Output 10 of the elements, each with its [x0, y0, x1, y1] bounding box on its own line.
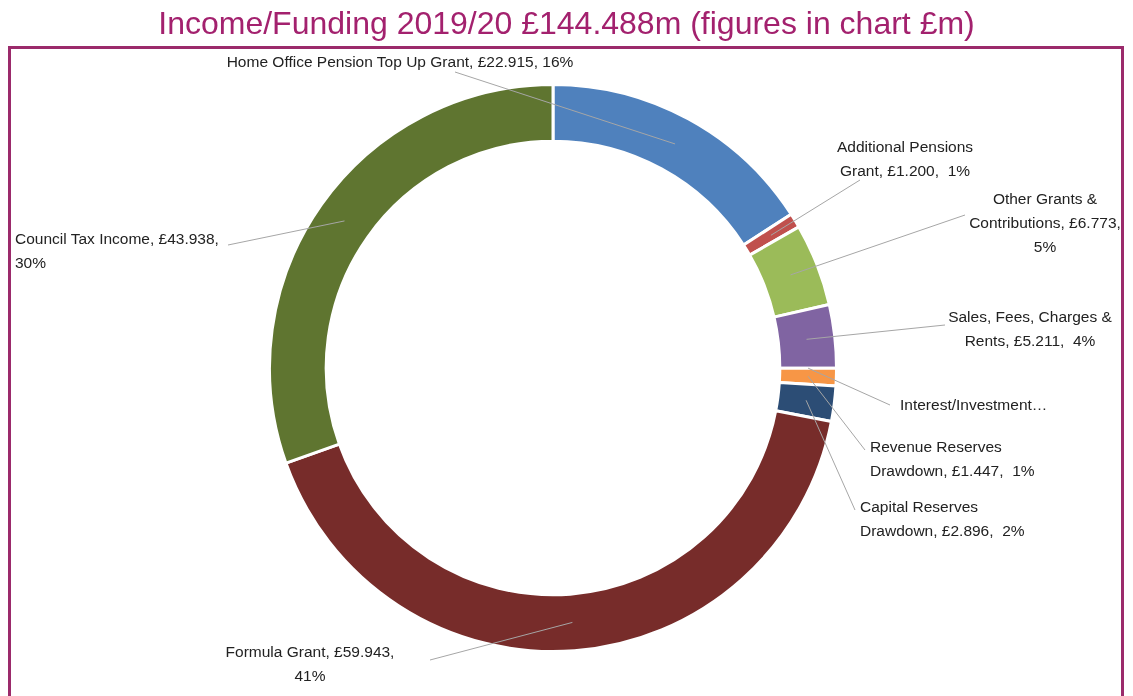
slice-label: Capital Reserves Drawdown, £2.896, 2% [860, 498, 1025, 540]
slice-label: Formula Grant, £59.943, 41% [225, 643, 395, 685]
category-label: Interest/Investment… [900, 396, 1048, 414]
slice-label: Other Grants & Contributions, £6.773, 5% [969, 190, 1121, 256]
slice-label: Revenue Reserves Drawdown, £1.447, 1% [870, 438, 1035, 480]
chart-title: Income/Funding 2019/20 £144.488m (figures in chart £m) [157, 4, 976, 43]
slice-label: Sales, Fees, Charges & Rents, £5.211, 4% [948, 308, 1113, 350]
slice-label: Council Tax Income, £43.938, 30% [15, 230, 224, 272]
slice-label: Home Office Pension Top Up Grant, £22.915, 16% [226, 53, 574, 71]
slice-label: Additional Pensions Grant, £1.200, 1% [836, 138, 974, 180]
